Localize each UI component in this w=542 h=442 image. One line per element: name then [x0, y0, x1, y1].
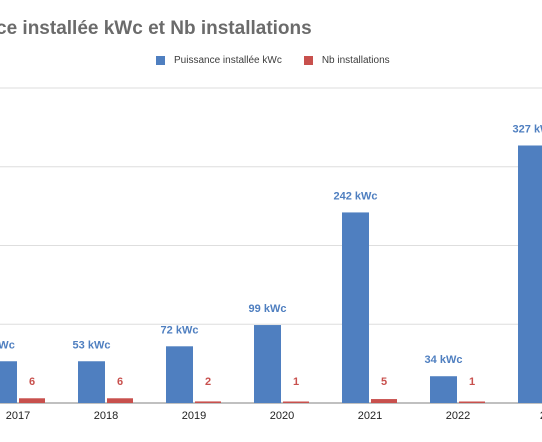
data-label-count: 2 — [205, 376, 211, 388]
data-label-count: 1 — [469, 376, 475, 388]
bar-count — [283, 401, 309, 403]
data-label-power: 72 kWc — [161, 324, 199, 336]
data-label-count: 6 — [117, 376, 123, 388]
bar-count — [459, 401, 485, 403]
x-tick-label: 2018 — [94, 410, 118, 422]
data-label-power: kWc — [0, 339, 15, 351]
x-tick-label: 2020 — [270, 410, 294, 422]
bar-count — [19, 398, 45, 403]
legend: Puissance installée kWc Nb installations — [156, 55, 412, 66]
x-tick-label: 2021 — [358, 410, 382, 422]
bar-power — [518, 145, 542, 404]
bar-power — [0, 361, 17, 403]
data-label-power: 242 kWc — [333, 190, 377, 202]
data-label-power: 327 kW — [513, 123, 542, 135]
legend-label-count: Nb installations — [321, 55, 390, 66]
bar-count — [195, 401, 221, 403]
bar-power — [342, 212, 369, 403]
bar-count — [107, 398, 133, 403]
x-tick-label: 2019 — [182, 410, 206, 422]
data-label-count: 6 — [29, 376, 35, 388]
bar-power — [78, 361, 105, 403]
bar-power — [430, 376, 457, 403]
bar-power — [254, 325, 281, 403]
x-tick-label: 2017 — [6, 410, 30, 422]
data-label-power: 34 kWc — [425, 354, 463, 366]
bar-power — [166, 346, 193, 403]
bar-count — [371, 399, 397, 403]
chart-title: ce installée kWc et Nb installations — [0, 18, 312, 39]
data-label-power: 53 kWc — [73, 339, 111, 351]
legend-swatch-power — [156, 56, 165, 65]
x-tick-label: 2022 — [446, 410, 470, 422]
data-label-power: 99 kWc — [249, 303, 287, 315]
x-tick-label: 20 — [540, 410, 542, 422]
legend-item-count: Nb installations — [303, 55, 390, 66]
data-label-count: 5 — [381, 376, 387, 388]
data-label-count: 1 — [293, 376, 299, 388]
legend-item-power: Puissance installée kWc — [156, 55, 282, 66]
legend-swatch-count — [303, 56, 313, 65]
legend-label-power: Puissance installée kWc — [174, 55, 282, 66]
